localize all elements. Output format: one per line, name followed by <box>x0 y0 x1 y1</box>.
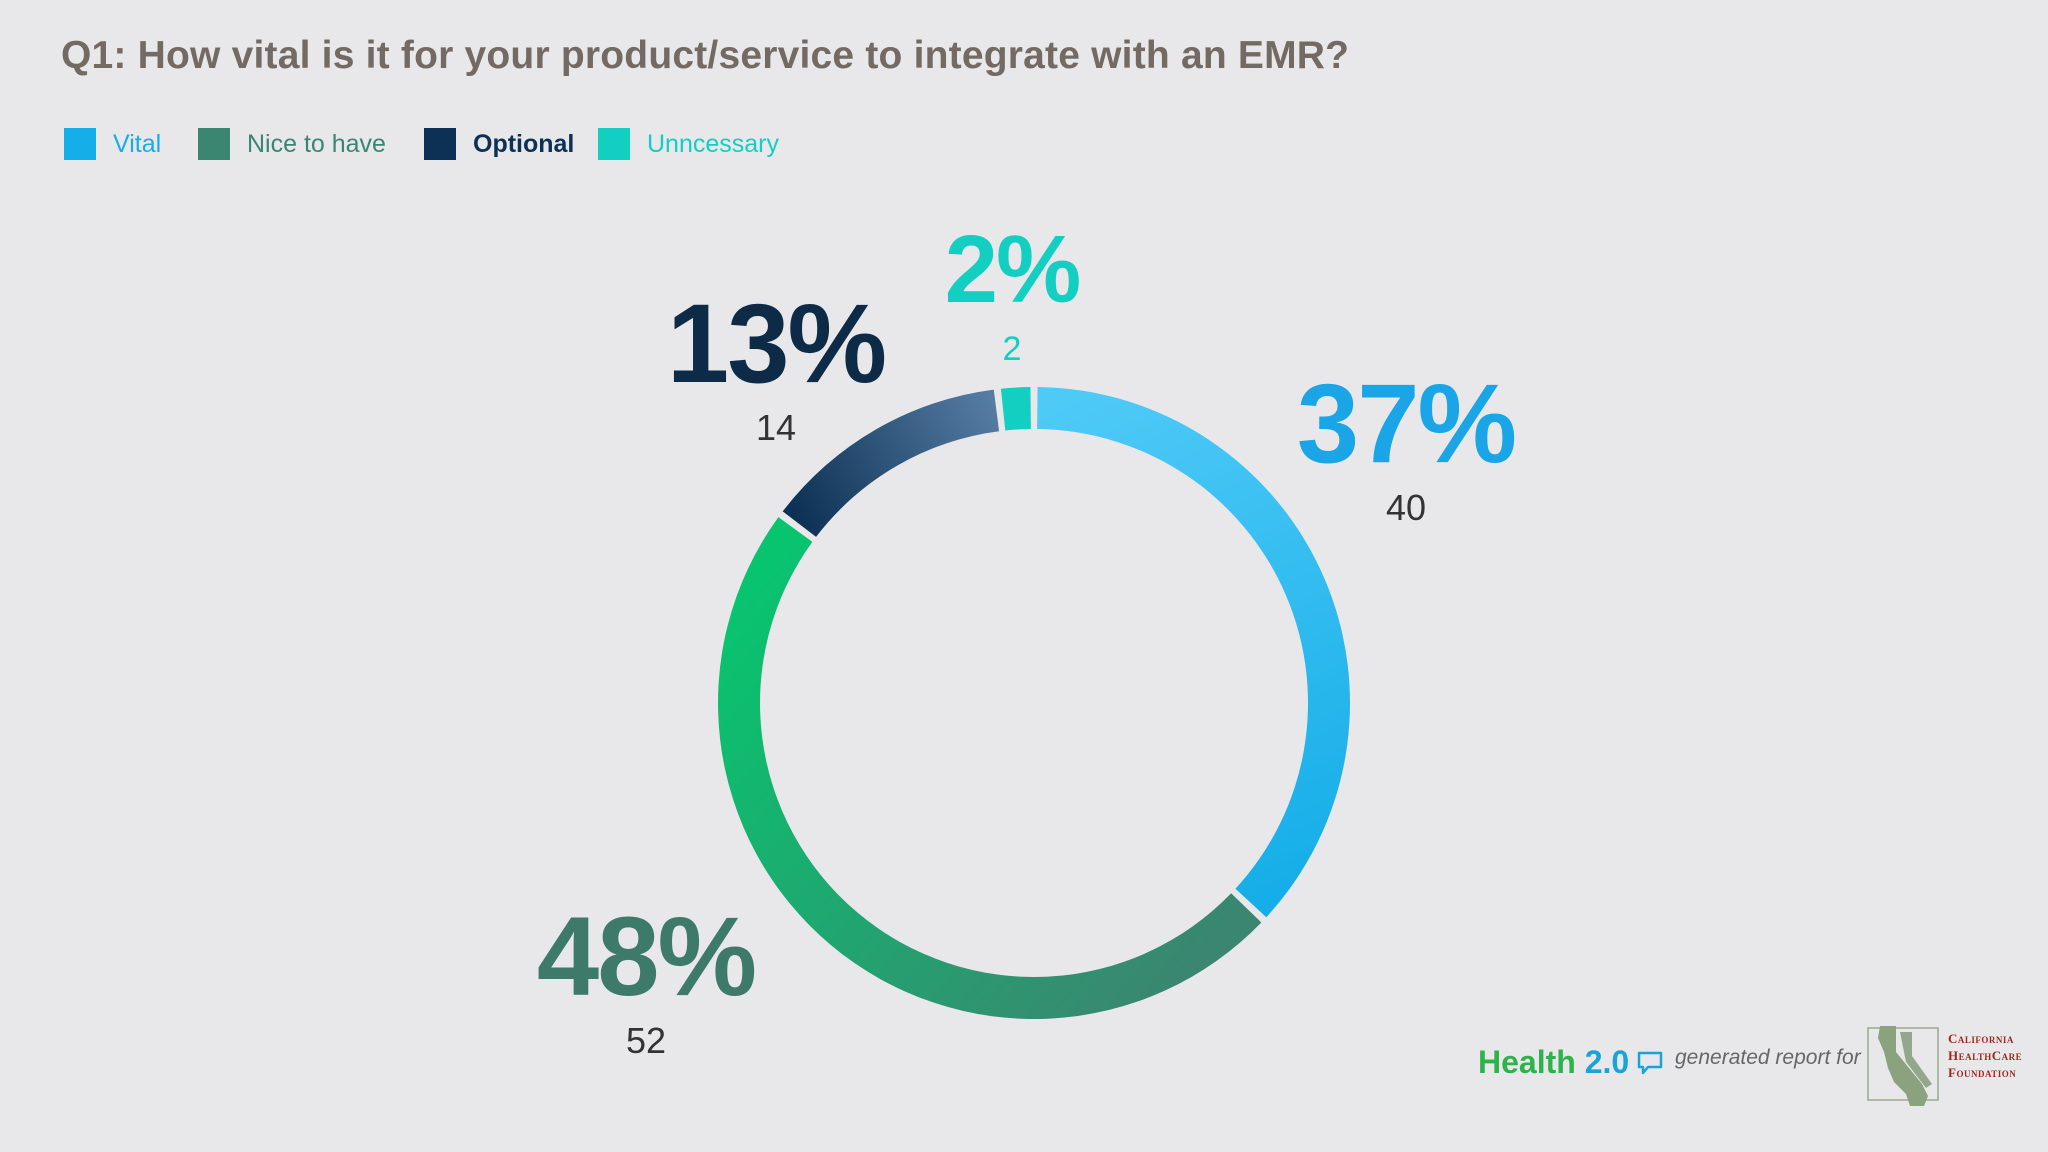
donut-segment-nice-to-have <box>717 517 1262 1020</box>
california-healthcare-foundation-logo: California HealthCare Foundation <box>1948 1030 2022 1081</box>
legend-swatch-vital <box>64 128 96 160</box>
california-map-icon <box>1867 1026 1939 1106</box>
percent-label-unncessary: 2% <box>945 216 1080 323</box>
generated-report-text: generated report for <box>1675 1046 1861 1069</box>
speech-bubble-icon <box>1637 1051 1663 1075</box>
health-2-0-logo: Health 2.0 <box>1478 1044 1629 1081</box>
percent-label-vital: 37% <box>1297 361 1515 486</box>
legend-label-nice-to-have: Nice to have <box>247 129 386 158</box>
chart-title: Q1: How vital is it for your product/ser… <box>61 34 1350 77</box>
count-label-optional: 14 <box>756 407 796 448</box>
org-line-1: California <box>1948 1031 2014 1046</box>
footer: Health 2.0 generated report for Californ… <box>1478 1022 2038 1132</box>
count-label-unncessary: 2 <box>1003 330 1022 368</box>
brand-health: Health <box>1478 1044 1576 1080</box>
legend-item-optional: Optional <box>424 126 574 162</box>
count-label-vital: 40 <box>1386 487 1426 528</box>
donut-segment-vital <box>1037 387 1350 918</box>
org-line-2: HealthCare <box>1948 1048 2023 1063</box>
legend-swatch-unncessary <box>598 128 630 160</box>
legend-swatch-nice-to-have <box>198 128 230 160</box>
count-label-nice-to-have: 52 <box>626 1020 666 1061</box>
org-line-3: Foundation <box>1948 1065 2017 1080</box>
percent-label-nice-to-have: 48% <box>537 894 755 1019</box>
legend-item-unncessary: Unncessary <box>598 126 779 162</box>
percent-label-optional: 13% <box>667 281 885 406</box>
donut-segment-unncessary <box>1000 387 1031 431</box>
donut-segment-optional <box>782 389 1000 537</box>
legend-label-unncessary: Unncessary <box>647 129 779 158</box>
legend-label-optional: Optional <box>473 129 575 158</box>
legend-label-vital: Vital <box>113 129 162 158</box>
brand-version: 2.0 <box>1584 1044 1630 1080</box>
legend-item-vital: Vital <box>64 126 161 162</box>
legend-swatch-optional <box>424 128 456 160</box>
legend-item-nice-to-have: Nice to have <box>198 126 386 162</box>
